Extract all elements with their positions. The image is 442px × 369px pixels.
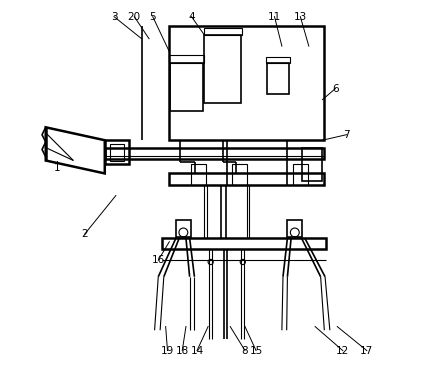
Bar <box>302 148 323 181</box>
Bar <box>287 220 302 237</box>
Bar <box>110 144 124 161</box>
Bar <box>169 55 204 63</box>
Bar <box>267 63 289 94</box>
Text: 5: 5 <box>149 11 156 22</box>
Text: 20: 20 <box>128 11 141 22</box>
Text: 19: 19 <box>161 345 174 356</box>
Bar <box>191 164 206 184</box>
Text: 8: 8 <box>242 345 248 356</box>
Text: 17: 17 <box>360 345 373 356</box>
Text: 11: 11 <box>268 11 281 22</box>
Text: 12: 12 <box>336 345 349 356</box>
Text: 15: 15 <box>249 345 263 356</box>
Text: 13: 13 <box>294 11 307 22</box>
Bar <box>232 164 247 184</box>
Bar <box>176 220 191 237</box>
Bar <box>204 28 242 35</box>
Text: 16: 16 <box>152 255 165 265</box>
Bar <box>267 57 290 63</box>
Text: 18: 18 <box>175 345 189 356</box>
Bar <box>162 238 326 249</box>
Text: 14: 14 <box>191 345 204 356</box>
Bar <box>170 63 203 111</box>
Bar <box>204 35 241 103</box>
Bar <box>105 148 324 159</box>
Text: 7: 7 <box>343 130 350 140</box>
Text: 3: 3 <box>110 11 117 22</box>
Text: 4: 4 <box>188 11 195 22</box>
Text: 6: 6 <box>332 83 339 94</box>
Bar <box>105 140 129 164</box>
Text: 2: 2 <box>81 229 88 239</box>
Text: 1: 1 <box>53 163 60 173</box>
Bar <box>169 173 324 184</box>
Bar <box>169 26 324 140</box>
Bar <box>293 164 308 184</box>
